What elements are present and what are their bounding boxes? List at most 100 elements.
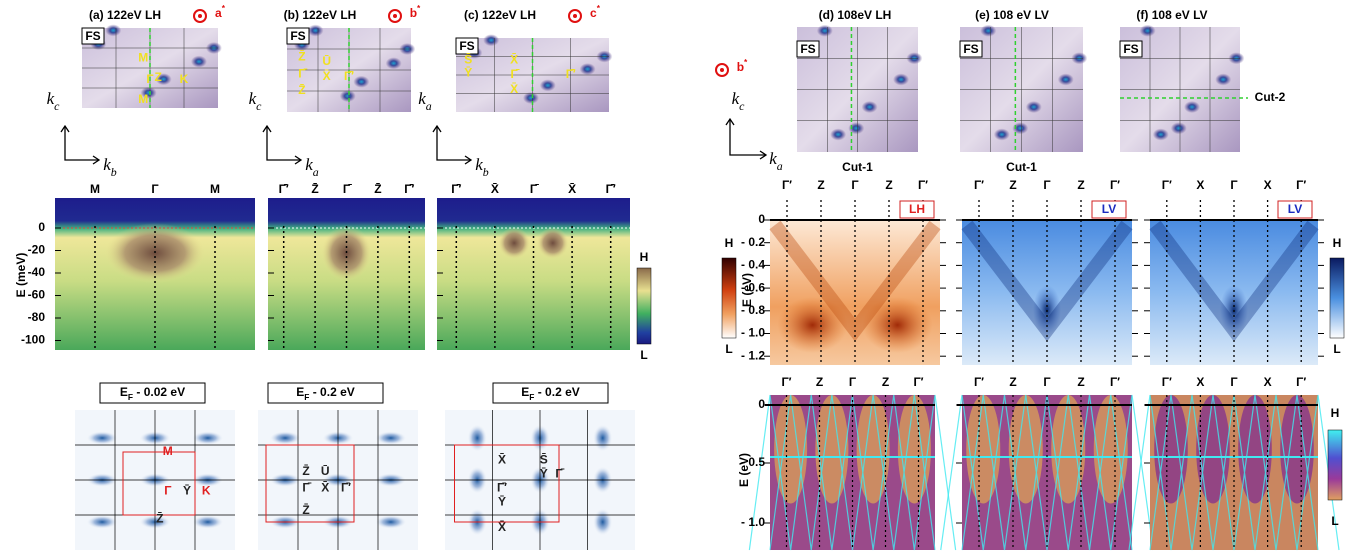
cut-label: Z [817, 178, 824, 192]
fs-point-label: Ū [322, 54, 331, 68]
calc-label: Γ′ [974, 375, 984, 389]
calc-label: Γ′ [913, 375, 923, 389]
fs-point-label: Z [154, 70, 161, 84]
colorbar [1329, 257, 1345, 339]
polarization-label: LV [1102, 202, 1116, 216]
axis-symbol-dot [393, 14, 397, 18]
y-tick-label: -40 [28, 265, 46, 279]
calc-label: Γ′ [1110, 375, 1120, 389]
calc-label: M [163, 444, 173, 458]
k-label: kb [475, 155, 489, 179]
calc-band-lobe [1051, 395, 1086, 504]
k-label: kc [47, 89, 61, 113]
fs-point-label: S̄ [464, 52, 472, 66]
cut-label: Γ′ [974, 178, 984, 192]
energy-label-sub: F [128, 392, 133, 402]
calc-label: K [202, 483, 211, 497]
axis-symbol [193, 9, 207, 23]
k-label: kc [249, 89, 263, 113]
calc-pocket [374, 431, 407, 445]
colorbar-low: L [725, 342, 732, 356]
calc-label: Z [816, 375, 823, 389]
fs-tag: FS [459, 39, 474, 53]
calc-pocket [191, 431, 224, 445]
calc-label: Z̄ [302, 464, 309, 478]
k-label-main: k [769, 149, 777, 168]
k-label: ka [769, 149, 783, 173]
cut-label: Γ̄′ [451, 182, 461, 196]
energy-label: EF - 0.2 eV [296, 385, 355, 402]
spectral-blob [498, 227, 531, 259]
calc-label: Γ̄′ [497, 481, 507, 495]
fs-spot [816, 24, 833, 37]
cut-label: X̄ [568, 182, 576, 196]
axis-direction-sup: * [417, 3, 421, 13]
fs-spot [1184, 101, 1200, 113]
cut-label: Γ̄′ [606, 182, 616, 196]
y-tick-label: 0 [758, 212, 765, 226]
fs-tag: FS [1123, 42, 1138, 56]
cut-label: Z [885, 178, 892, 192]
fs-spot [539, 79, 556, 92]
colorbar [1327, 429, 1343, 501]
cut-label: X [1264, 178, 1272, 192]
calc-label: Ȳ [540, 467, 548, 481]
fs-spot [105, 24, 122, 37]
energy-box [492, 382, 609, 404]
fs-point-label: Ȳ [464, 66, 472, 80]
k-label-sub: c [54, 99, 60, 113]
y-tick-label: -60 [28, 288, 46, 302]
fs-spot [1057, 73, 1074, 86]
axis-direction: b* [410, 3, 421, 20]
fs-tag-box [959, 40, 983, 58]
y-axis-label: E (eV) [740, 273, 754, 307]
cut-label: Γ [1230, 178, 1238, 192]
calc-pocket [467, 424, 488, 452]
k-label-main: k [475, 155, 483, 174]
polarization-badge [1277, 200, 1313, 219]
spectral-blob [862, 297, 933, 353]
colorbar-high: H [1333, 236, 1342, 250]
cut-label: X [1196, 178, 1204, 192]
arpes-spectrum [437, 198, 630, 350]
calc-label: Γ [1230, 375, 1238, 389]
axis-direction-main: b [737, 60, 744, 74]
calc-band-lobe [815, 395, 849, 504]
fs-point-label: X̄ [510, 82, 518, 96]
fs-tag-box [455, 37, 479, 55]
fs-tag-box [81, 27, 105, 45]
calc-band-lobe [1196, 395, 1230, 504]
colorbar-low: L [640, 348, 647, 362]
y-tick-label: - 1.0 [741, 515, 765, 529]
k-label: ka [418, 89, 432, 113]
panel-title: (d) 108eV LH [819, 8, 892, 22]
cut-label: Γ̄ [530, 182, 539, 196]
fs-spot [353, 75, 370, 88]
axis-symbol [568, 9, 582, 23]
y-tick-label: 0 [758, 397, 765, 411]
axis-direction: c* [590, 3, 601, 20]
fs-spot [190, 55, 207, 68]
calc-label: Γ′ [1296, 375, 1306, 389]
axis-arrow [64, 126, 99, 161]
cut-label: Z [1009, 178, 1016, 192]
calc-label: Γ [164, 483, 172, 497]
cut-label: Γ [851, 178, 859, 192]
polarization-badge [899, 200, 935, 219]
axis-direction-sup: * [597, 3, 601, 13]
panel-title: (f) 108 eV LV [1136, 8, 1207, 22]
calc-label: Ȳ [498, 495, 506, 509]
calc-band-lobe [856, 395, 890, 504]
axis-direction: a* [215, 3, 226, 20]
fs-spot [1170, 122, 1187, 135]
energy-label-main: E [120, 385, 128, 399]
fs-tag: FS [800, 42, 815, 56]
fs-spot [1215, 73, 1232, 86]
axis-direction-main: b [410, 6, 417, 20]
fs-spot [579, 63, 596, 76]
axis-symbol-dot [720, 68, 724, 72]
energy-label-main: E [296, 385, 304, 399]
calc-band-lobe [1008, 395, 1043, 504]
panel-title: (a) 122eV LH [89, 8, 161, 22]
k-label-sub: a [777, 159, 783, 173]
